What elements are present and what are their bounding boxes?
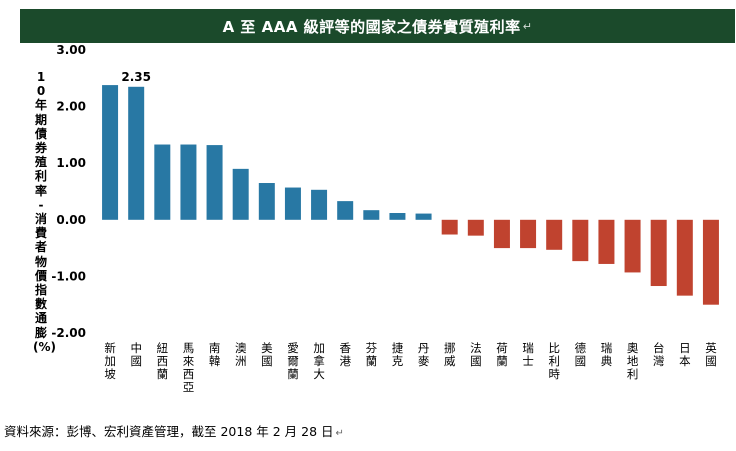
bar: [102, 85, 119, 220]
y-axis-label: 10年期債券殖利率 - 消費者物價指數通膨 (%): [33, 70, 56, 354]
y-tick-label: -1.00: [51, 269, 86, 283]
bar: [128, 86, 145, 220]
bar: [493, 219, 510, 249]
chart-title: A 至 AAA 級評等的國家之債券實質殖利率: [222, 17, 521, 36]
bar: [415, 213, 432, 220]
source-note: 資料來源：彭博、宏利資產管理，截至 2018 年 2 月 28 日 ↵: [4, 421, 344, 440]
x-tick-label: 日本: [679, 341, 691, 368]
x-tick-label: 加拿大: [313, 341, 325, 381]
x-tick-label: 德國: [575, 341, 587, 368]
y-tick-label: 3.00: [56, 43, 86, 57]
x-tick-label: 中國: [130, 341, 142, 368]
source-paragraph-mark: ↵: [335, 428, 344, 439]
x-tick-label: 法國: [470, 341, 482, 368]
x-tick-label: 紐西蘭: [157, 341, 169, 381]
x-tick-label: 丹麥: [418, 341, 430, 368]
bar: [337, 201, 354, 220]
x-tick-label: 台灣: [653, 341, 665, 368]
bar: [676, 219, 693, 296]
bar: [154, 144, 171, 220]
chart-title-bar: A 至 AAA 級評等的國家之債券實質殖利率 ↵: [20, 9, 735, 43]
bar: [598, 219, 615, 264]
x-tick-label: 瑞士: [522, 341, 534, 368]
bar: [284, 187, 301, 220]
bar: [520, 219, 537, 249]
x-tick-label: 愛爾蘭: [287, 341, 299, 381]
x-tick-label: 英國: [705, 341, 717, 368]
x-tick-label: 捷克: [392, 341, 404, 368]
bar: [206, 145, 223, 220]
x-tick-label: 馬來西亞: [183, 341, 195, 394]
y-tick-label: -2.00: [51, 326, 86, 340]
x-tick-label: 香港: [339, 341, 351, 368]
bar: [546, 219, 563, 250]
y-tick-label: 0.00: [56, 213, 86, 227]
bar: [389, 213, 406, 220]
x-tick-label: 瑞典: [601, 341, 613, 368]
bar: [467, 219, 484, 236]
x-tick-label: 比利時: [548, 341, 560, 381]
x-tick-label: 美國: [261, 341, 273, 368]
bar: [180, 144, 197, 220]
bar: [232, 168, 249, 220]
bar: [258, 183, 275, 220]
bar: [702, 219, 719, 305]
x-tick-label: 南韓: [209, 341, 221, 368]
x-tick-label: 新加坡: [104, 341, 116, 381]
bar: [363, 210, 380, 220]
source-text: 資料來源：彭博、宏利資產管理，截至 2018 年 2 月 28 日: [4, 424, 334, 439]
x-tick-label: 挪威: [444, 341, 456, 368]
title-paragraph-mark: ↵: [522, 19, 533, 33]
bar: [441, 219, 458, 235]
bar: [311, 189, 328, 220]
x-tick-label: 荷蘭: [496, 341, 508, 368]
y-tick-label: 2.00: [56, 100, 86, 114]
bar: [650, 219, 667, 287]
y-tick-label: 1.00: [56, 156, 86, 170]
x-tick-label: 奧地利: [627, 341, 639, 381]
x-tick-label: 芬蘭: [366, 341, 378, 368]
bar: [572, 219, 589, 262]
x-tick-label: 澳洲: [235, 341, 247, 368]
bar: [624, 219, 641, 273]
data-label: 2.35: [121, 70, 151, 84]
